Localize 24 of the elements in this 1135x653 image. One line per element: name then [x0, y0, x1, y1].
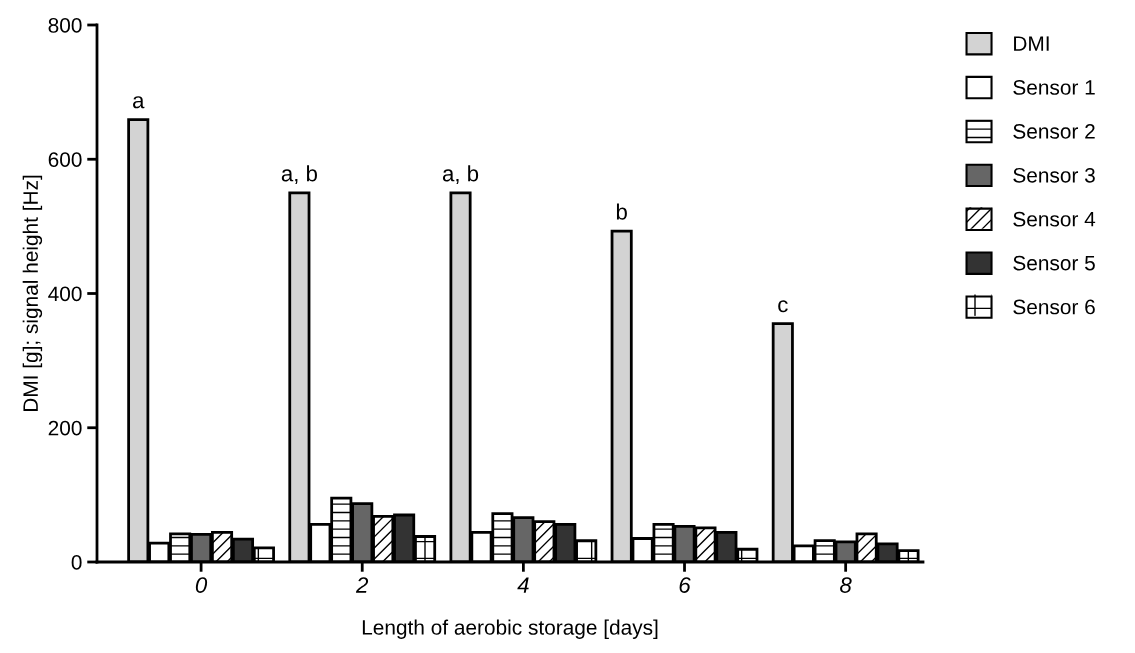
- legend-label: Sensor 5: [1013, 255, 1095, 271]
- legend-label: Sensor 3: [1013, 167, 1095, 183]
- y-axis-title: DMI [g]; signal height [Hz]: [22, 175, 43, 412]
- annotation: b: [616, 203, 627, 220]
- x-tick-label: 0: [195, 577, 208, 593]
- y-tick-label: 200: [48, 420, 82, 436]
- x-tick-label: 2: [355, 577, 369, 593]
- x-tick-label: 8: [840, 577, 852, 593]
- legend-label: Sensor 4: [1013, 211, 1096, 227]
- y-tick-label: 800: [48, 18, 82, 33]
- x-tick-label: 6: [679, 577, 691, 593]
- annotation: a, b: [281, 165, 317, 185]
- legend-label: DMI: [1014, 36, 1049, 51]
- legend-label: Sensor 1: [1013, 80, 1095, 95]
- x-tick-label: 4: [517, 577, 529, 593]
- legend-label: Sensor 2: [1013, 123, 1095, 139]
- legend-label: Sensor 6: [1013, 299, 1095, 315]
- annotation: a, b: [442, 165, 479, 185]
- x-axis-title: Length of aerobic storage [days]: [362, 619, 658, 639]
- y-tick-label: 0: [71, 555, 82, 570]
- y-tick-label: 400: [48, 286, 82, 302]
- annotation: a: [133, 96, 145, 109]
- annotation: c: [778, 300, 788, 313]
- y-tick-label: 600: [48, 152, 82, 167]
